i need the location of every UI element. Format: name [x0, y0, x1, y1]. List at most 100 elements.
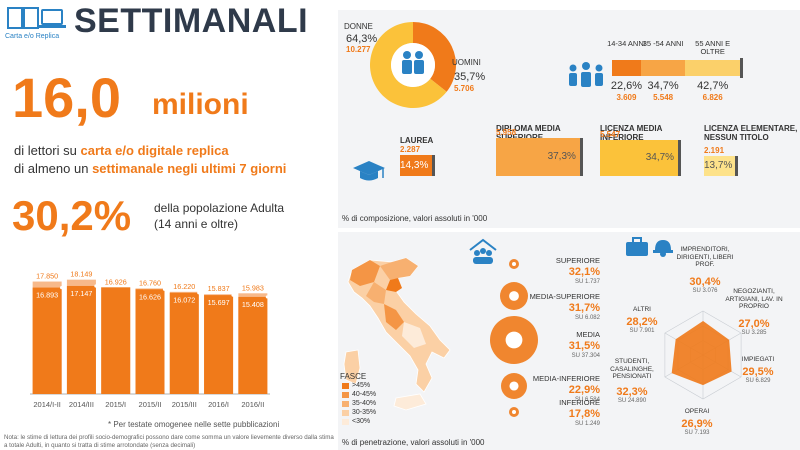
gender-value-uomini: 5.706 [454, 84, 475, 93]
income-pct-3: 22,9% [568, 384, 600, 396]
readers-number: 16,0 [12, 66, 121, 129]
age-label-1: 35 -54 ANNI [642, 39, 684, 48]
bar-homogeneous-6 [238, 296, 268, 394]
bar-homogeneous-2 [101, 287, 131, 394]
edu-bar-0 [400, 155, 433, 176]
gender-value-donne: 10.277 [346, 45, 371, 54]
graduation-cap-icon [353, 161, 385, 181]
legend-swatch-1 [342, 392, 349, 398]
edu-label-0: LAUREA [400, 136, 434, 145]
gender-label-donne: DONNE [344, 22, 373, 31]
age-pct-0: 22,6% [610, 80, 643, 92]
bar-marker-0 [60, 285, 64, 290]
edu-value-1: 5.958 [496, 128, 517, 138]
briefcase-icon [626, 237, 648, 256]
bar-inner-label-1: 17.147 [70, 289, 92, 298]
carta-replica-logo-icon [7, 7, 66, 29]
pie-slice-donne [370, 22, 447, 109]
gender-pie-chart [370, 22, 456, 109]
age-bar-end-tick [740, 58, 743, 78]
edu-bar-2 [600, 139, 679, 176]
legend-swatch-0 [342, 383, 349, 389]
edu-value-0: 2.287 [400, 145, 421, 155]
bar-top-label-5: 15.837 [208, 284, 230, 293]
bar-top-label-3: 16.760 [139, 278, 161, 287]
age-segment-1 [640, 60, 686, 76]
prof-label-4: STUDENTI, CASALINGHE, PENSIONATI [610, 358, 654, 380]
map-legend-title: FASCE [340, 372, 367, 381]
bar-homogeneous-3 [135, 289, 165, 394]
income-bubble-chart [490, 259, 538, 417]
headline-line-2: di almeno un settimanale negli ultimi 7 … [14, 161, 287, 176]
edu-bar-tick-3 [734, 155, 738, 176]
edu-pct-3: 13,7% [704, 159, 733, 171]
legend-swatch-2 [342, 401, 349, 407]
edu-label-2: LICENZA MEDIA INFERIORE [600, 124, 663, 142]
bar-top-label-0: 17.850 [36, 272, 58, 281]
bubble-inner-0 [512, 262, 516, 266]
income-su-1: SU 6.082 [574, 315, 600, 321]
age-pct-1: 34,7% [647, 80, 679, 92]
bubble-inner-4 [512, 410, 516, 414]
gender-label-uomini: UOMINI [452, 58, 481, 67]
composition-caption: % di composizione, valori assoluti in '0… [342, 214, 488, 223]
prof-su-1: SU 3.285 [741, 330, 767, 336]
bar-inner-label-4: 16.072 [173, 296, 195, 305]
bar-inner-label-3: 16.626 [139, 292, 161, 301]
age-value-1: 5.548 [653, 93, 674, 102]
bar-marker-3 [162, 287, 167, 291]
edu-bar-tick-1 [579, 138, 583, 176]
age-group-icon [569, 62, 603, 87]
edu-bar-3 [704, 155, 735, 176]
bar-top-label-2: 16.926 [105, 277, 127, 286]
prof-pct-1: 27,0% [738, 318, 770, 330]
prof-pct-4: 32,3% [616, 386, 648, 398]
bar-inner-label-6: 15.408 [242, 300, 264, 309]
prof-su-2: SU 6.829 [745, 378, 771, 384]
prof-pct-5: 28,2% [626, 316, 658, 328]
prof-pct-2: 29,5% [742, 366, 774, 378]
income-pct-1: 31,7% [568, 302, 600, 314]
edu-bar-tick-2 [678, 139, 682, 176]
age-stacked-bar [612, 60, 740, 76]
age-segment-0 [612, 60, 641, 76]
bar-top-label-1: 18.149 [70, 270, 92, 279]
prof-pct-0: 30,4% [689, 276, 721, 288]
prof-label-0: IMPRENDITORI, DIRIGENTI, LIBERI PROF. [676, 246, 734, 268]
bar-marker-6 [265, 295, 269, 299]
profession-radar-chart [664, 310, 742, 400]
penetration-caption: % di penetrazione, valori assoluti in '0… [342, 438, 485, 447]
edu-bar-tick-0 [432, 155, 436, 176]
age-value-2: 6.826 [702, 93, 723, 102]
income-label-2: MEDIA [576, 330, 600, 339]
legend-label-1: 40-45% [352, 391, 377, 398]
prof-su-0: SU 3.076 [692, 288, 718, 294]
edu-pct-1: 37,3% [547, 151, 576, 162]
prof-su-5: SU 7.901 [629, 328, 655, 334]
legend-label-4: <30% [352, 418, 371, 425]
logo-label: Carta e/o Replica [5, 33, 60, 40]
page-title: SETTIMANALI [74, 2, 309, 40]
income-su-2: SU 37.304 [571, 353, 600, 359]
age-label-2: 55 ANNI E OLTRE [695, 39, 731, 56]
bar-homogeneous-1 [66, 285, 96, 394]
bar-top-label-6: 15.983 [242, 283, 264, 292]
headline-line-1: di lettori su carta e/o digitale replica [14, 143, 229, 158]
age-label-0: 14-34 ANNI [607, 39, 646, 48]
income-label-1: MEDIA-SUPERIORE [529, 292, 600, 301]
prof-su-3: SU 7.193 [684, 430, 710, 436]
legend-label-0: >45% [352, 382, 371, 389]
legend-swatch-4 [342, 419, 349, 425]
note-text: * Per testate omogenee nelle sette pubbl… [108, 420, 280, 429]
legend-label-2: 35-40% [352, 400, 377, 407]
bar-marker-4 [197, 291, 201, 295]
legend-label-3: 30-35% [352, 409, 377, 416]
hardhat-icon [653, 240, 673, 257]
bubble-inner-1 [509, 291, 519, 301]
family-icon [402, 51, 424, 74]
bar-homogeneous-0 [32, 287, 62, 394]
income-su-0: SU 1.737 [574, 279, 600, 285]
prof-pct-3: 26,9% [681, 418, 713, 430]
prof-label-2: IMPIEGATI [741, 356, 775, 363]
age-segment-2 [685, 60, 740, 76]
